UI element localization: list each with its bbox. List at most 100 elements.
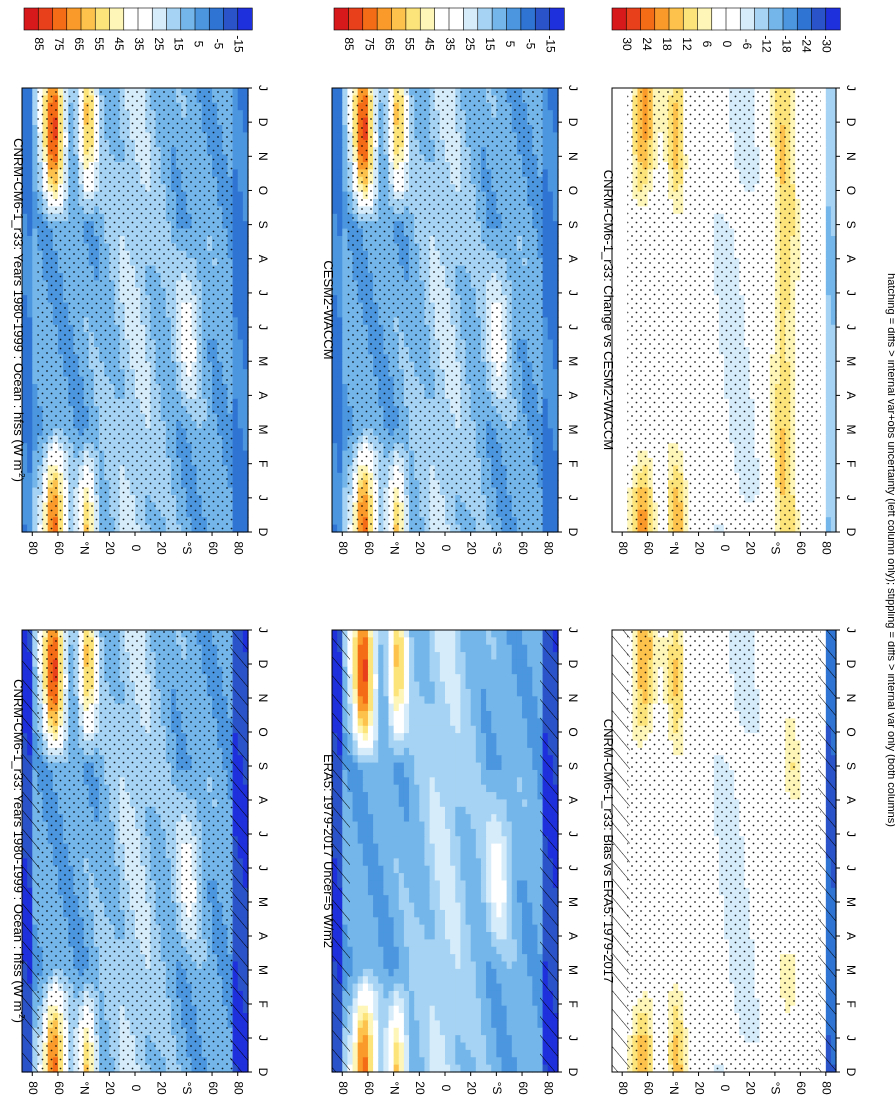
heatmap-cell — [27, 95, 33, 103]
heatmap-cell — [233, 110, 239, 118]
heatmap-cell — [27, 399, 33, 407]
colorbar-swatch — [95, 8, 110, 30]
heatmap-cell — [27, 236, 33, 244]
heatmap-cell — [238, 421, 244, 429]
heatmap-cell — [32, 377, 38, 385]
heatmap-cell — [32, 221, 38, 229]
heatmap-cell — [27, 332, 33, 340]
heatmap-cell — [27, 118, 33, 126]
heatmap-cell — [238, 236, 244, 244]
heatmap-cell — [238, 280, 244, 288]
heatmap-cell — [32, 502, 38, 510]
lat-label: 60 — [52, 541, 66, 555]
heatmap-cell — [32, 236, 38, 244]
heatmap-cell — [238, 451, 244, 459]
heatmap-cell — [238, 347, 244, 355]
heatmap-cell — [238, 428, 244, 436]
heatmap-cell — [233, 236, 239, 244]
heatmap-cell — [238, 377, 244, 385]
heatmap-cell — [32, 436, 38, 444]
heatmap-cell — [32, 162, 38, 170]
heatmap-cell — [27, 243, 33, 251]
heatmap-cell — [32, 354, 38, 362]
heatmap-cell — [238, 184, 244, 192]
heatmap-cell — [233, 384, 239, 392]
heatmap-cell — [22, 525, 28, 533]
heatmap-cell — [238, 192, 244, 200]
heatmap-cell — [238, 406, 244, 414]
heatmap-cell — [32, 525, 38, 533]
colorbar-swatch — [124, 8, 139, 30]
heatmap-cell — [233, 473, 239, 481]
heatmap-cell — [233, 288, 239, 296]
month-label: A — [256, 391, 270, 399]
heatmap-cell — [27, 510, 33, 518]
heatmap-cell — [32, 95, 38, 103]
heatmap-cell — [238, 125, 244, 133]
heatmap-cell — [32, 384, 38, 392]
heatmap-cell — [238, 525, 244, 533]
heatmap-cell — [32, 132, 38, 140]
heatmap-cell — [238, 295, 244, 303]
heatmap-cell — [32, 517, 38, 525]
heatmap-cell — [233, 206, 239, 214]
heatmap-cell — [32, 325, 38, 333]
heatmap-cell — [22, 502, 28, 510]
heatmap-cell — [233, 480, 239, 488]
heatmap-cell — [27, 428, 33, 436]
heatmap-cell — [27, 266, 33, 274]
heatmap-cell — [233, 340, 239, 348]
heatmap-cell — [32, 458, 38, 466]
heatmap-cell — [32, 192, 38, 200]
heatmap-cell — [238, 369, 244, 377]
heatmap-cell — [32, 369, 38, 377]
heatmap-cell — [233, 125, 239, 133]
heatmap-cell — [32, 362, 38, 370]
lat-label: 20 — [103, 541, 117, 555]
heatmap-cell — [27, 369, 33, 377]
heatmap-cell — [27, 295, 33, 303]
heatmap-cell — [238, 177, 244, 185]
figure-caption: hatching = diffs > internal var+obs unce… — [885, 273, 895, 827]
heatmap-cell — [32, 421, 38, 429]
heatmap-cell — [22, 103, 28, 111]
heatmap-cell — [233, 391, 239, 399]
heatmap-cell — [32, 391, 38, 399]
heatmap-cell — [233, 354, 239, 362]
heatmap-cell — [238, 473, 244, 481]
heatmap-cell — [233, 443, 239, 451]
heatmap-cell — [27, 103, 33, 111]
heatmap-cell — [27, 177, 33, 185]
heatmap-cell — [27, 406, 33, 414]
heatmap-cell — [27, 169, 33, 177]
heatmap-cell — [32, 280, 38, 288]
heatmap-cell — [32, 488, 38, 496]
heatmap-cell — [32, 169, 38, 177]
heatmap-cell — [32, 184, 38, 192]
heatmap-cell — [27, 162, 33, 170]
heatmap-cell — [27, 451, 33, 459]
month-label: J — [256, 290, 270, 296]
heatmap-cell — [238, 510, 244, 518]
heatmap-cell — [27, 502, 33, 510]
heatmap-cell — [233, 162, 239, 170]
heatmap-cell — [32, 332, 38, 340]
heatmap-cell — [238, 332, 244, 340]
heatmap-cell — [27, 495, 33, 503]
colorbar-tick-label: 35 — [132, 37, 146, 51]
heatmap-cell — [27, 347, 33, 355]
heatmap-cell — [32, 258, 38, 266]
heatmap-cell — [233, 140, 239, 148]
heatmap-cell — [238, 340, 244, 348]
heatmap-cell — [22, 95, 28, 103]
heatmap-cell — [233, 517, 239, 525]
colorbar-tick-label: 15 — [172, 37, 186, 51]
heatmap-cell — [32, 295, 38, 303]
heatmap-cell — [233, 317, 239, 325]
heatmap-cell — [27, 88, 33, 96]
heatmap-cell — [32, 340, 38, 348]
heatmap-cell — [238, 229, 244, 237]
heatmap-cell — [32, 155, 38, 163]
heatmap-cell — [27, 391, 33, 399]
